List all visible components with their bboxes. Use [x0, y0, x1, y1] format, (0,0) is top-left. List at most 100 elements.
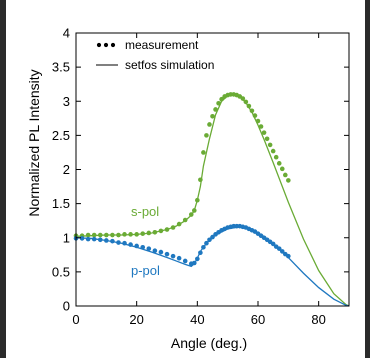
- x-axis-title: Angle (deg.): [171, 335, 247, 351]
- p-pol-measurement-point: [85, 236, 91, 242]
- p-pol-measurement-point: [134, 243, 139, 249]
- s-pol-measurement-point: [85, 232, 91, 238]
- p-pol-measurement-point: [170, 253, 176, 259]
- p-pol-measurement-point: [210, 234, 215, 240]
- p-pol-measurement-point: [201, 245, 206, 250]
- p-pol-measurement-point: [122, 240, 127, 246]
- s-pol-measurement-point: [164, 227, 170, 232]
- p-pol-measurement-point: [164, 251, 170, 257]
- p-pol-measurement-point: [182, 258, 188, 264]
- s-pol-measurement-point: [195, 197, 200, 203]
- p-pol-measurement-point: [158, 249, 164, 255]
- p-pol-measurement-point: [276, 246, 282, 251]
- s-pol-measurement-point: [273, 154, 279, 160]
- s-pol-measurement-point: [249, 108, 255, 114]
- x-tick-label: 80: [311, 312, 325, 327]
- s-pol-measurement-point: [264, 136, 270, 142]
- s-pol-measurement-point: [134, 232, 139, 237]
- x-tick-label: 40: [190, 312, 204, 327]
- s-pol-measurement-point: [261, 130, 267, 135]
- s-pol-measurement-point: [243, 99, 249, 105]
- s-pol-measurement-point: [216, 101, 221, 106]
- y-tick-label: 1.5: [52, 196, 70, 211]
- s-pol-measurement-point: [110, 232, 115, 238]
- s-pol-measurement-point: [267, 142, 273, 148]
- y-tick-label: 4: [63, 26, 70, 41]
- p-pol-measurement-point: [279, 249, 285, 254]
- s-pol-measurement-point: [170, 225, 176, 230]
- p-pol-measurement-point: [198, 250, 203, 256]
- annotation-s-pol: s-pol: [131, 204, 159, 219]
- s-pol-measurement-point: [207, 122, 212, 127]
- s-pol-measurement-point: [188, 212, 194, 217]
- s-pol-measurement-point: [152, 229, 158, 235]
- s-pol-measurement-point: [258, 124, 264, 129]
- y-tick-label: 0: [63, 299, 70, 314]
- legend-dots-icon: [96, 42, 116, 48]
- plot-area-border: [75, 32, 350, 307]
- s-pol-measurement-point: [140, 231, 146, 236]
- s-pol-measurement-point: [270, 148, 276, 154]
- s-pol-measurement-point: [276, 161, 282, 166]
- y-tick-label: 2: [63, 162, 70, 177]
- s-pol-simulation-line: [75, 94, 350, 307]
- p-pol-measurement-point: [79, 236, 85, 241]
- p-pol-measurement-point: [91, 236, 97, 242]
- x-axis: 0 20 40 60 80: [72, 33, 326, 327]
- s-pol-measurement-point: [283, 172, 288, 178]
- p-pol-measurement-point: [110, 238, 115, 244]
- p-pol-measurement-point: [270, 241, 276, 247]
- s-pol-measurement-point: [122, 232, 127, 237]
- legend: measurement setfos simulation: [96, 38, 214, 72]
- s-pol-measurement-point: [128, 232, 133, 237]
- chart-svg: 0 20 40 60 80 0 0.5 1 1.5 2 2.5 3 3.5 4 Angle (deg.)…: [26, 26, 350, 351]
- y-tick-label: 3: [63, 94, 70, 109]
- p-pol-measurement-point: [140, 245, 146, 250]
- s-pol-measurement-point: [201, 150, 206, 155]
- s-pol-measurement-point: [104, 232, 109, 238]
- p-pol-measurement-point: [146, 246, 152, 251]
- s-pol-measurement-point: [192, 208, 197, 213]
- s-pol-measurement-point: [91, 232, 97, 238]
- s-pol-measurement-point: [219, 96, 224, 102]
- legend-label-measurement: measurement: [125, 38, 199, 52]
- p-pol-measurement-point: [192, 260, 197, 266]
- y-tick-label: 3.5: [52, 60, 70, 75]
- p-pol-measurement-point: [128, 242, 133, 247]
- s-pol-measurement-point: [158, 228, 164, 234]
- s-pol-measurement-point: [176, 221, 182, 227]
- p-pol-measurement-point: [152, 248, 158, 254]
- s-pol-measurement-point: [97, 232, 103, 238]
- s-pol-measurement-point: [240, 96, 246, 101]
- legend-label-simulation: setfos simulation: [125, 58, 214, 72]
- x-tick-label: 0: [72, 312, 79, 327]
- y-tick-label: 1: [63, 230, 70, 245]
- annotation-p-pol: p-pol: [131, 263, 160, 278]
- s-pol-measurement-point: [213, 107, 218, 112]
- s-pol-measurement-point: [204, 133, 209, 138]
- y-axis: 0 0.5 1 1.5 2 2.5 3 3.5 4: [52, 26, 349, 314]
- chart-frame: 0 20 40 60 80 0 0.5 1 1.5 2 2.5 3 3.5 4 Angle (deg.)…: [6, 0, 365, 358]
- y-tick-label: 0.5: [52, 264, 70, 279]
- p-pol-measurement-point: [207, 237, 212, 243]
- p-pol-measurement-point: [116, 240, 121, 245]
- s-pol-measurement-point: [255, 118, 261, 124]
- series-layer: [73, 92, 350, 307]
- s-pol-measurement-point: [279, 166, 285, 172]
- s-pol-measurement-point: [116, 232, 121, 238]
- p-pol-measurement-point: [286, 253, 291, 259]
- p-pol-measurement-point: [204, 240, 209, 246]
- p-pol-measurement-point: [97, 237, 103, 243]
- s-pol-measurement-point: [182, 217, 188, 223]
- s-pol-measurement-point: [210, 113, 215, 119]
- p-pol-measurement-point: [176, 255, 182, 261]
- y-axis-title: Normalized PL Intensity: [26, 69, 42, 216]
- p-pol-measurement-point: [195, 256, 200, 262]
- s-pol-measurement-point: [198, 177, 203, 183]
- y-tick-label: 2.5: [52, 128, 70, 143]
- s-pol-measurement-point: [146, 230, 152, 236]
- p-pol-measurement-point: [104, 238, 109, 243]
- s-pol-measurement-point: [252, 113, 258, 118]
- x-tick-label: 20: [129, 312, 143, 327]
- s-pol-measurement-point: [246, 103, 252, 109]
